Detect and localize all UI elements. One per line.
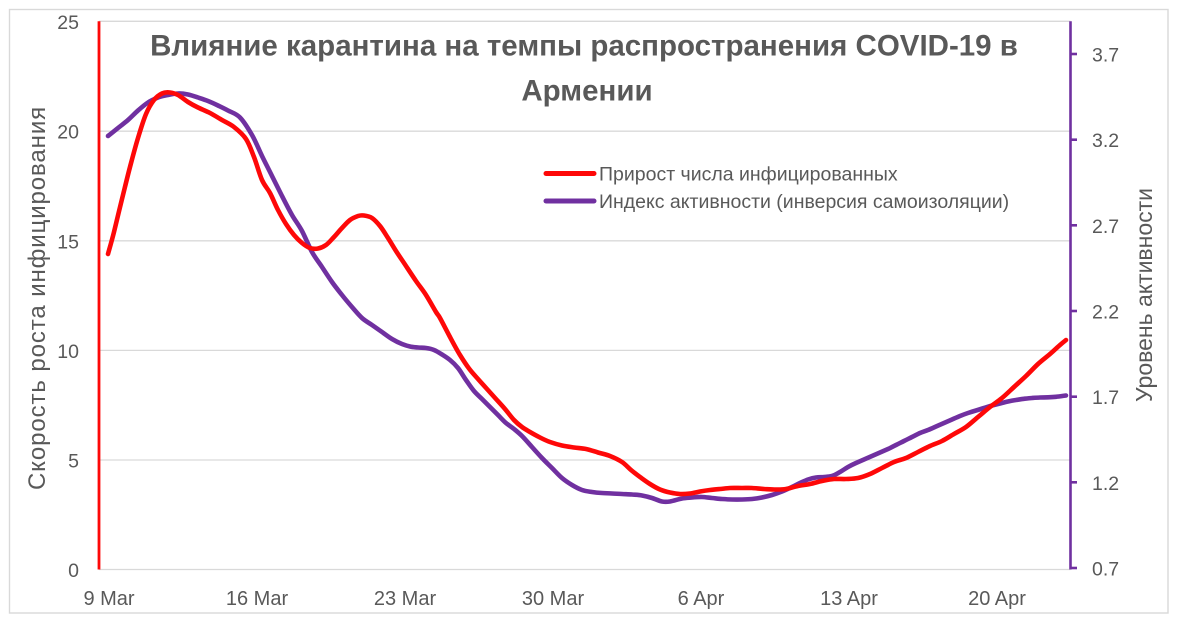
svg-text:20 Apr: 20 Apr	[968, 588, 1026, 610]
svg-text:30 Mar: 30 Mar	[522, 588, 585, 610]
svg-text:10: 10	[57, 341, 79, 363]
svg-text:2.2: 2.2	[1092, 302, 1119, 324]
svg-text:Прирост числа инфицированных: Прирост числа инфицированных	[599, 164, 898, 186]
svg-text:6 Apr: 6 Apr	[678, 588, 725, 610]
svg-text:Уровень активности: Уровень активности	[1131, 188, 1157, 402]
svg-text:20: 20	[57, 122, 79, 144]
svg-text:25: 25	[57, 12, 79, 34]
svg-text:9 Mar: 9 Mar	[83, 588, 134, 610]
svg-text:2.7: 2.7	[1092, 216, 1119, 238]
svg-text:23 Mar: 23 Mar	[374, 588, 437, 610]
svg-text:5: 5	[68, 451, 79, 473]
svg-text:3.7: 3.7	[1092, 45, 1119, 67]
svg-text:0.7: 0.7	[1092, 559, 1119, 581]
svg-text:Скорость роста инфицирования: Скорость роста инфицирования	[24, 106, 51, 490]
svg-text:3.2: 3.2	[1092, 130, 1119, 152]
svg-text:16 Mar: 16 Mar	[226, 588, 289, 610]
svg-text:1.2: 1.2	[1092, 473, 1119, 495]
svg-text:Влияние карантина на темпы рас: Влияние карантина на темпы распространен…	[150, 30, 1018, 63]
svg-text:Армении: Армении	[521, 75, 652, 108]
svg-text:Индекс активности (инверсия са: Индекс активности (инверсия самоизоляции…	[599, 191, 1009, 213]
svg-text:15: 15	[57, 231, 79, 253]
svg-text:13 Apr: 13 Apr	[820, 588, 878, 610]
svg-text:0: 0	[68, 560, 79, 582]
svg-text:1.7: 1.7	[1092, 387, 1119, 409]
